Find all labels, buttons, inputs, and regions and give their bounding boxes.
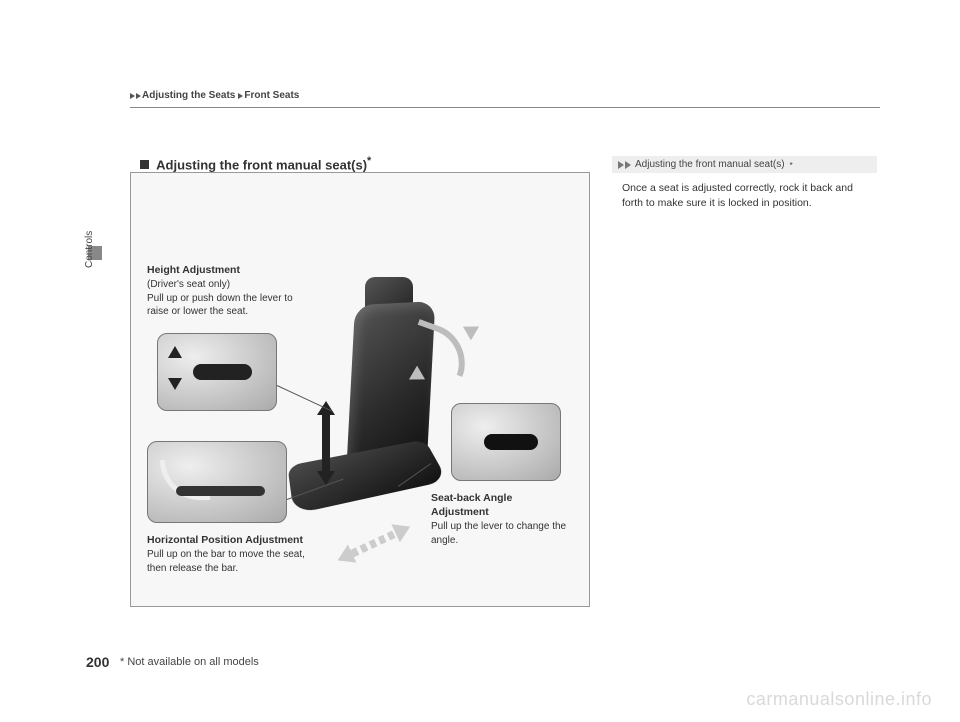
asterisk: * xyxy=(790,160,793,170)
info-heading: Adjusting the front manual seat(s) * xyxy=(612,156,877,173)
figure-seat-adjustment: Height Adjustment (Driver's seat only) P… xyxy=(130,172,590,607)
watermark: carmanualsonline.info xyxy=(746,689,932,710)
page-number: 200 xyxy=(86,654,109,670)
inset-seatback-lever xyxy=(451,403,561,481)
info-column: Adjusting the front manual seat(s) * Onc… xyxy=(612,156,877,211)
arrow-head-icon xyxy=(463,320,483,341)
side-tab-label: Controls xyxy=(84,231,95,268)
callout-title: Seat-back Angle Adjustment xyxy=(431,491,571,519)
callout-horizontal: Horizontal Position Adjustment Pull up o… xyxy=(147,533,317,575)
callout-body: Pull up the lever to change the angle. xyxy=(431,521,566,546)
info-heading-text: Adjusting the front manual seat(s) xyxy=(635,159,785,170)
arrow-down-icon xyxy=(168,378,182,390)
callout-body: Pull up on the bar to move the seat, the… xyxy=(147,549,305,574)
chevron-icon xyxy=(625,161,631,169)
callout-seatback: Seat-back Angle Adjustment Pull up the l… xyxy=(431,491,571,547)
chevron-icon xyxy=(130,93,135,99)
section-title: Adjusting the front manual seat(s)* xyxy=(140,155,371,172)
callout-height: Height Adjustment (Driver's seat only) P… xyxy=(147,263,307,319)
lever-icon xyxy=(193,364,252,380)
height-arrow-icon xyxy=(317,413,335,473)
inset-height-lever xyxy=(157,333,277,411)
inset-horizontal-bar xyxy=(147,441,287,523)
callout-body: Pull up or push down the lever to raise … xyxy=(147,293,293,318)
section-title-text: Adjusting the front manual seat(s) xyxy=(156,157,367,172)
chevron-icon xyxy=(618,161,624,169)
chevron-icon xyxy=(238,93,243,99)
callout-title: Horizontal Position Adjustment xyxy=(147,533,317,547)
arrow-up-icon xyxy=(168,346,182,358)
breadcrumb-item: Front Seats xyxy=(244,90,299,101)
footnote: * Not available on all models xyxy=(120,656,259,668)
square-bullet-icon xyxy=(140,160,149,169)
info-body: Once a seat is adjusted correctly, rock … xyxy=(612,173,877,211)
breadcrumb: Adjusting the Seats Front Seats xyxy=(130,90,880,108)
breadcrumb-item: Adjusting the Seats xyxy=(142,90,235,101)
callout-sub: (Driver's seat only) xyxy=(147,279,230,290)
manual-page: Adjusting the Seats Front Seats Adjustin… xyxy=(0,0,960,722)
bar-icon xyxy=(176,486,266,496)
lever-icon xyxy=(484,434,538,450)
callout-title: Height Adjustment xyxy=(147,263,307,277)
chevron-icon xyxy=(136,93,141,99)
asterisk: * xyxy=(367,155,371,167)
seat-cushion-icon xyxy=(287,439,447,514)
